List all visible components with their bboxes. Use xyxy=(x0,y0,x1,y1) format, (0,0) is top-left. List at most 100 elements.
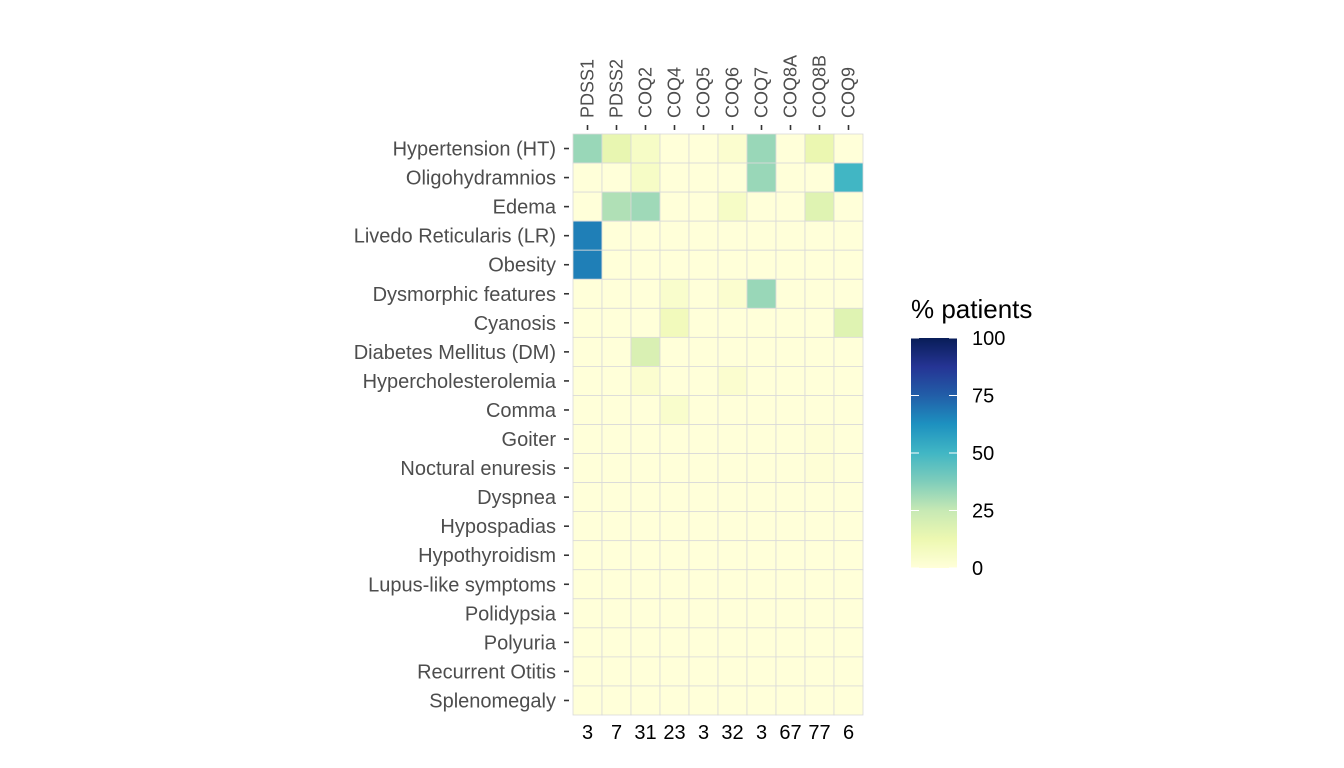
heatmap-cell-obesity-coq8b xyxy=(804,249,835,280)
heatmap-cell-livedo-reticularis-lr-coq9 xyxy=(833,220,864,251)
column-count-coq2: 31 xyxy=(634,722,656,744)
column-count-coq5: 3 xyxy=(698,722,709,744)
heatmap-cell-cyanosis-coq6 xyxy=(717,307,748,338)
heatmap-cell-hypospadias-coq8a xyxy=(775,511,806,542)
column-label-coq5: COQ5 xyxy=(694,67,714,118)
row-label-polyuria: Polyuria xyxy=(484,632,557,654)
heatmap-cell-oligohydramnios-coq7 xyxy=(746,162,777,193)
heatmap-cell-hypospadias-coq2 xyxy=(630,511,661,542)
heatmap-cell-goiter-pdss2 xyxy=(601,424,632,454)
heatmap-cell-hypospadias-coq8b xyxy=(804,511,835,542)
row-label-diabetes-mellitus-dm: Diabetes Mellitus (DM) xyxy=(354,342,556,364)
heatmap-cell-hypothyroidism-coq8a xyxy=(775,540,806,571)
heatmap-cell-hypothyroidism-pdss1 xyxy=(572,540,603,571)
heatmap-cell-oligohydramnios-coq4 xyxy=(659,162,690,193)
heatmap-cell-polyuria-coq7 xyxy=(746,627,777,658)
heatmap-cell-diabetes-mellitus-dm-coq4 xyxy=(659,336,690,367)
heatmap-cell-splenomegaly-coq6 xyxy=(717,685,748,716)
heatmap-cell-cyanosis-coq5 xyxy=(688,307,719,338)
heatmap-cell-comma-coq4 xyxy=(659,395,690,425)
heatmap-cell-recurrent-otitis-coq7 xyxy=(746,656,777,687)
heatmap-cell-hypercholesterolemia-coq2 xyxy=(630,365,661,396)
heatmap-cell-oligohydramnios-pdss2 xyxy=(601,162,632,193)
heatmap-cell-noctural-enuresis-coq7 xyxy=(746,453,777,483)
heatmap-cell-cyanosis-pdss2 xyxy=(601,307,632,338)
heatmap-cell-recurrent-otitis-coq4 xyxy=(659,656,690,687)
heatmap-cell-polyuria-coq9 xyxy=(833,627,864,658)
row-label-dyspnea: Dyspnea xyxy=(477,487,557,509)
heatmap-cell-polidypsia-coq2 xyxy=(630,598,661,629)
heatmap-cell-splenomegaly-coq8b xyxy=(804,685,835,716)
legend-tick-label-25: 25 xyxy=(972,501,994,523)
heatmap-cell-cyanosis-coq2 xyxy=(630,307,661,338)
heatmap-cell-polidypsia-coq8a xyxy=(775,598,806,629)
heatmap-cell-recurrent-otitis-coq5 xyxy=(688,656,719,687)
heatmap-cell-hypercholesterolemia-pdss1 xyxy=(572,365,603,396)
heatmap-cell-goiter-coq8a xyxy=(775,424,806,454)
column-count-labels: 3 7 31 23 3 32 3 67 77 6 xyxy=(582,722,854,744)
heatmap-cell-polyuria-coq5 xyxy=(688,627,719,658)
heatmap-cell-dysmorphic-features-coq6 xyxy=(717,278,748,309)
heatmap-cell-diabetes-mellitus-dm-coq7 xyxy=(746,336,777,367)
heatmap-cell-recurrent-otitis-coq6 xyxy=(717,656,748,687)
heatmap-cell-polyuria-coq4 xyxy=(659,627,690,658)
heatmap-cell-cyanosis-coq9 xyxy=(833,307,864,338)
heatmap-cell-cyanosis-coq8a xyxy=(775,307,806,338)
heatmap-cell-diabetes-mellitus-dm-coq6 xyxy=(717,336,748,367)
heatmap-cell-oligohydramnios-coq9 xyxy=(833,162,864,193)
column-label-coq7: COQ7 xyxy=(752,67,772,118)
row-label-polidypsia: Polidypsia xyxy=(465,603,557,625)
heatmap-cell-hypospadias-coq6 xyxy=(717,511,748,542)
column-count-coq9: 6 xyxy=(843,722,854,744)
heatmap-cell-noctural-enuresis-pdss1 xyxy=(572,453,603,483)
column-count-coq8b: 77 xyxy=(808,722,830,744)
heatmap-cell-edema-coq7 xyxy=(746,191,777,222)
heatmap-cell-obesity-pdss2 xyxy=(601,249,632,280)
heatmap-cell-dysmorphic-features-pdss1 xyxy=(572,278,603,309)
heatmap-cell-edema-coq8b xyxy=(804,191,835,222)
heatmap-cell-dysmorphic-features-coq9 xyxy=(833,278,864,309)
column-count-coq6: 32 xyxy=(721,722,743,744)
heatmap-cell-lupus-like-symptoms-pdss2 xyxy=(601,569,632,600)
heatmap-cell-hypothyroidism-pdss2 xyxy=(601,540,632,571)
heatmap-cell-hypertension-ht-coq5 xyxy=(688,133,719,164)
column-count-pdss2: 7 xyxy=(611,722,622,744)
heatmap-cell-splenomegaly-coq2 xyxy=(630,685,661,716)
row-label-hypertension-ht: Hypertension (HT) xyxy=(393,139,556,161)
heatmap-cell-lupus-like-symptoms-coq8a xyxy=(775,569,806,600)
heatmap-cell-cyanosis-pdss1 xyxy=(572,307,603,338)
heatmap-cell-recurrent-otitis-coq8a xyxy=(775,656,806,687)
heatmap-cell-oligohydramnios-coq8b xyxy=(804,162,835,193)
row-label-hypothyroidism: Hypothyroidism xyxy=(418,545,556,567)
heatmap-cell-recurrent-otitis-coq8b xyxy=(804,656,835,687)
heatmap-cell-dyspnea-coq8b xyxy=(804,482,835,513)
legend-title: % patients xyxy=(911,294,1032,324)
heatmap-cell-hypercholesterolemia-coq8b xyxy=(804,365,835,396)
column-label-coq2: COQ2 xyxy=(636,67,656,118)
heatmap-cell-splenomegaly-coq7 xyxy=(746,685,777,716)
heatmap-cell-hypercholesterolemia-coq7 xyxy=(746,365,777,396)
heatmap-cell-lupus-like-symptoms-coq4 xyxy=(659,569,690,600)
heatmap-cell-recurrent-otitis-coq9 xyxy=(833,656,864,687)
row-label-goiter: Goiter xyxy=(502,429,557,451)
legend-tick-label-75: 75 xyxy=(972,386,994,408)
row-label-cyanosis: Cyanosis xyxy=(474,313,556,335)
heatmap-cell-polyuria-pdss2 xyxy=(601,627,632,658)
heatmap-cell-oligohydramnios-pdss1 xyxy=(572,162,603,193)
heatmap-cell-lupus-like-symptoms-coq2 xyxy=(630,569,661,600)
heatmap-cell-dysmorphic-features-coq5 xyxy=(688,278,719,309)
heatmap-cell-obesity-coq9 xyxy=(833,249,864,280)
heatmap-cell-hypertension-ht-coq9 xyxy=(833,133,864,164)
heatmap-cell-lupus-like-symptoms-coq9 xyxy=(833,569,864,600)
column-count-pdss1: 3 xyxy=(582,722,593,744)
heatmap-cell-goiter-coq5 xyxy=(688,424,719,454)
heatmap-cell-polyuria-coq8b xyxy=(804,627,835,658)
heatmap-cell-polidypsia-coq8b xyxy=(804,598,835,629)
heatmap-cell-edema-pdss1 xyxy=(572,191,603,222)
heatmap-cell-goiter-coq9 xyxy=(833,424,864,454)
heatmap-cell-dyspnea-coq6 xyxy=(717,482,748,513)
row-label-dysmorphic-features: Dysmorphic features xyxy=(373,284,556,306)
heatmap-cell-hypospadias-pdss2 xyxy=(601,511,632,542)
heatmap-cell-obesity-coq6 xyxy=(717,249,748,280)
